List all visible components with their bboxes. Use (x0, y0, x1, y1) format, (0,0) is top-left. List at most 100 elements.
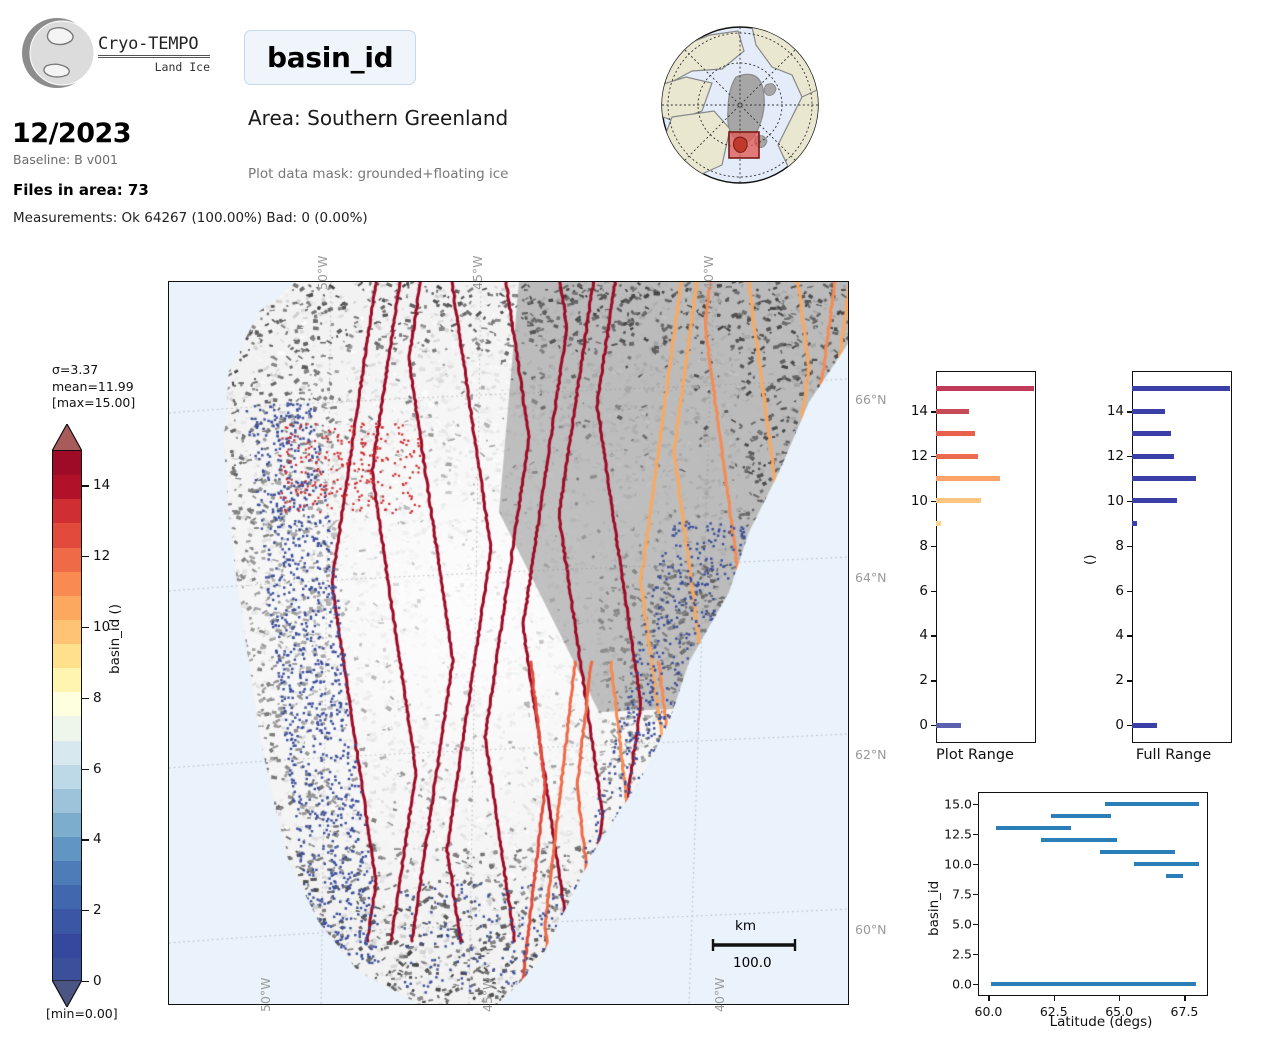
colorbar-band (53, 716, 81, 741)
full-range-ylabel: () (1082, 554, 1098, 565)
map-longitude-label-top: 50°W (315, 255, 330, 290)
histogram-bar (1132, 431, 1172, 437)
histogram-bar (1132, 386, 1230, 392)
histogram-ytick (931, 411, 936, 413)
histogram-bar (1132, 520, 1137, 526)
colorbar-sigma: σ=3.37 (52, 362, 99, 377)
colorbar-band (53, 523, 81, 548)
scatter-segment (1051, 814, 1112, 818)
histogram-bar (936, 520, 941, 526)
colorbar-axis-label: basin_id () (107, 603, 123, 674)
colorbar-tick (82, 839, 89, 841)
plot-range-histogram[interactable]: 0 2 4 6 8 10 12 14 Plot Range (900, 365, 1050, 765)
colorbar-tick-label: 14 (93, 477, 111, 494)
colorbar-band (53, 499, 81, 524)
scatter-ytick (973, 834, 978, 836)
plot-data-mask-label: Plot data mask: grounded+floating ice (248, 166, 509, 182)
scatter-ytick-label: 7.5 (952, 886, 972, 902)
histogram-ytick (1127, 680, 1132, 682)
colorbar-band (53, 861, 81, 886)
map-latitude-label: 62°N (855, 747, 887, 762)
scatter-segment (991, 982, 1197, 986)
parameter-badge[interactable]: basin_id (244, 30, 417, 85)
map-longitude-label-top: 45°W (470, 255, 485, 290)
scatter-xtick-label: 65.0 (1105, 1004, 1134, 1019)
histogram-ytick-label: 10 (910, 492, 928, 509)
histogram-ytick-label: 14 (1106, 403, 1124, 420)
scatter-xtick-label: 60.0 (974, 1004, 1003, 1019)
globe-logo-icon (22, 18, 94, 88)
histogram-ytick-label: 12 (910, 448, 928, 465)
histogram-ytick (931, 590, 936, 592)
basin-id-vs-latitude-scatter[interactable]: 0.0 2.5 5.0 7.5 10.0 12.5 15.0 60.0 62.5 65.0 67.5… (920, 786, 1230, 1036)
histogram-ytick (1127, 590, 1132, 592)
map-latitude-label: 66°N (855, 392, 887, 407)
colorbar-tick-label: 12 (93, 548, 111, 565)
histogram-ytick-label: 0 (1115, 717, 1124, 734)
histogram-bar (936, 431, 976, 437)
histogram-bar (1132, 722, 1158, 728)
scatter-ytick (973, 894, 978, 896)
logo-divider-2 (98, 57, 210, 58)
scatter-ytick (973, 984, 978, 986)
date-label: 12/2023 (12, 118, 132, 149)
scatter-axes (978, 792, 1208, 996)
colorbar-band (53, 475, 81, 500)
histogram-ytick (931, 635, 936, 637)
plot-range-xlabel: Plot Range (936, 747, 1014, 763)
histogram-ytick-label: 8 (919, 537, 928, 554)
colorbar-band (53, 788, 81, 813)
colorbar-tick (82, 981, 89, 983)
histogram-ytick (1127, 635, 1132, 637)
scatter-ytick-label: 15.0 (944, 796, 972, 812)
logo-subtitle: Land Ice (154, 60, 210, 74)
colorbar-tick (82, 697, 89, 700)
histogram-ytick (1127, 545, 1132, 548)
histogram-ytick-label: 0 (919, 717, 928, 734)
colorbar-tick-label: 4 (93, 831, 102, 848)
histogram-ytick (931, 680, 936, 682)
histogram-ytick-label: 12 (1106, 448, 1124, 465)
colorbar-band (53, 764, 81, 789)
colorbar-tick-label: 10 (93, 619, 111, 635)
scatter-ytick-label: 5.0 (952, 916, 972, 932)
scatter-ytick (973, 864, 978, 866)
histogram-ytick (1127, 456, 1132, 458)
histogram-bar (1132, 498, 1178, 504)
colorbar-tick (82, 768, 89, 770)
map-latitude-label: 60°N (855, 922, 887, 937)
colorbar-tick-label: 6 (93, 760, 102, 777)
map-longitude-label-bottom: 50°W (258, 977, 273, 1012)
scatter-segment (1133, 862, 1199, 866)
histogram-ytick-label: 8 (1115, 537, 1124, 554)
histogram-bar (1132, 476, 1196, 482)
full-range-histogram[interactable]: 0 2 4 6 8 10 12 14 () Full Range (1082, 365, 1251, 765)
greenland-map[interactable] (168, 281, 849, 1005)
histogram-ytick (1127, 500, 1132, 503)
histogram-ytick-label: 10 (1106, 492, 1124, 509)
colorbar-band (53, 812, 81, 837)
scatter-xtick-label: 67.5 (1170, 1004, 1199, 1019)
histogram-bar (936, 453, 979, 459)
scatter-ytick-label: 12.5 (944, 826, 972, 842)
plot-range-axes (936, 371, 1036, 743)
map-longitude-label-top: 40°W (701, 255, 716, 290)
scatter-ytick (973, 924, 978, 926)
scatter-ytick (973, 804, 978, 806)
scatter-segment (996, 826, 1071, 830)
histogram-ytick-label: 4 (1115, 627, 1124, 644)
scatter-ytick-label: 10.0 (944, 856, 972, 872)
logo-divider-1 (98, 55, 210, 56)
colorbar-band (53, 885, 81, 910)
arctic-locator-inset-map (661, 26, 819, 184)
scatter-xtick-label: 62.5 (1039, 1004, 1068, 1019)
files-in-area-label: Files in area: 73 (13, 181, 149, 199)
colorbar-band (53, 692, 81, 717)
scatter-ytick-label: 2.5 (952, 946, 972, 962)
colorbar-band (53, 957, 81, 982)
colorbar-tick-label: 8 (93, 689, 102, 706)
scatter-xtick (1184, 996, 1186, 1001)
colorbar-mean: mean=11.99 (52, 378, 134, 394)
colorbar-band (53, 571, 81, 596)
colorbar-gradient (52, 450, 82, 982)
